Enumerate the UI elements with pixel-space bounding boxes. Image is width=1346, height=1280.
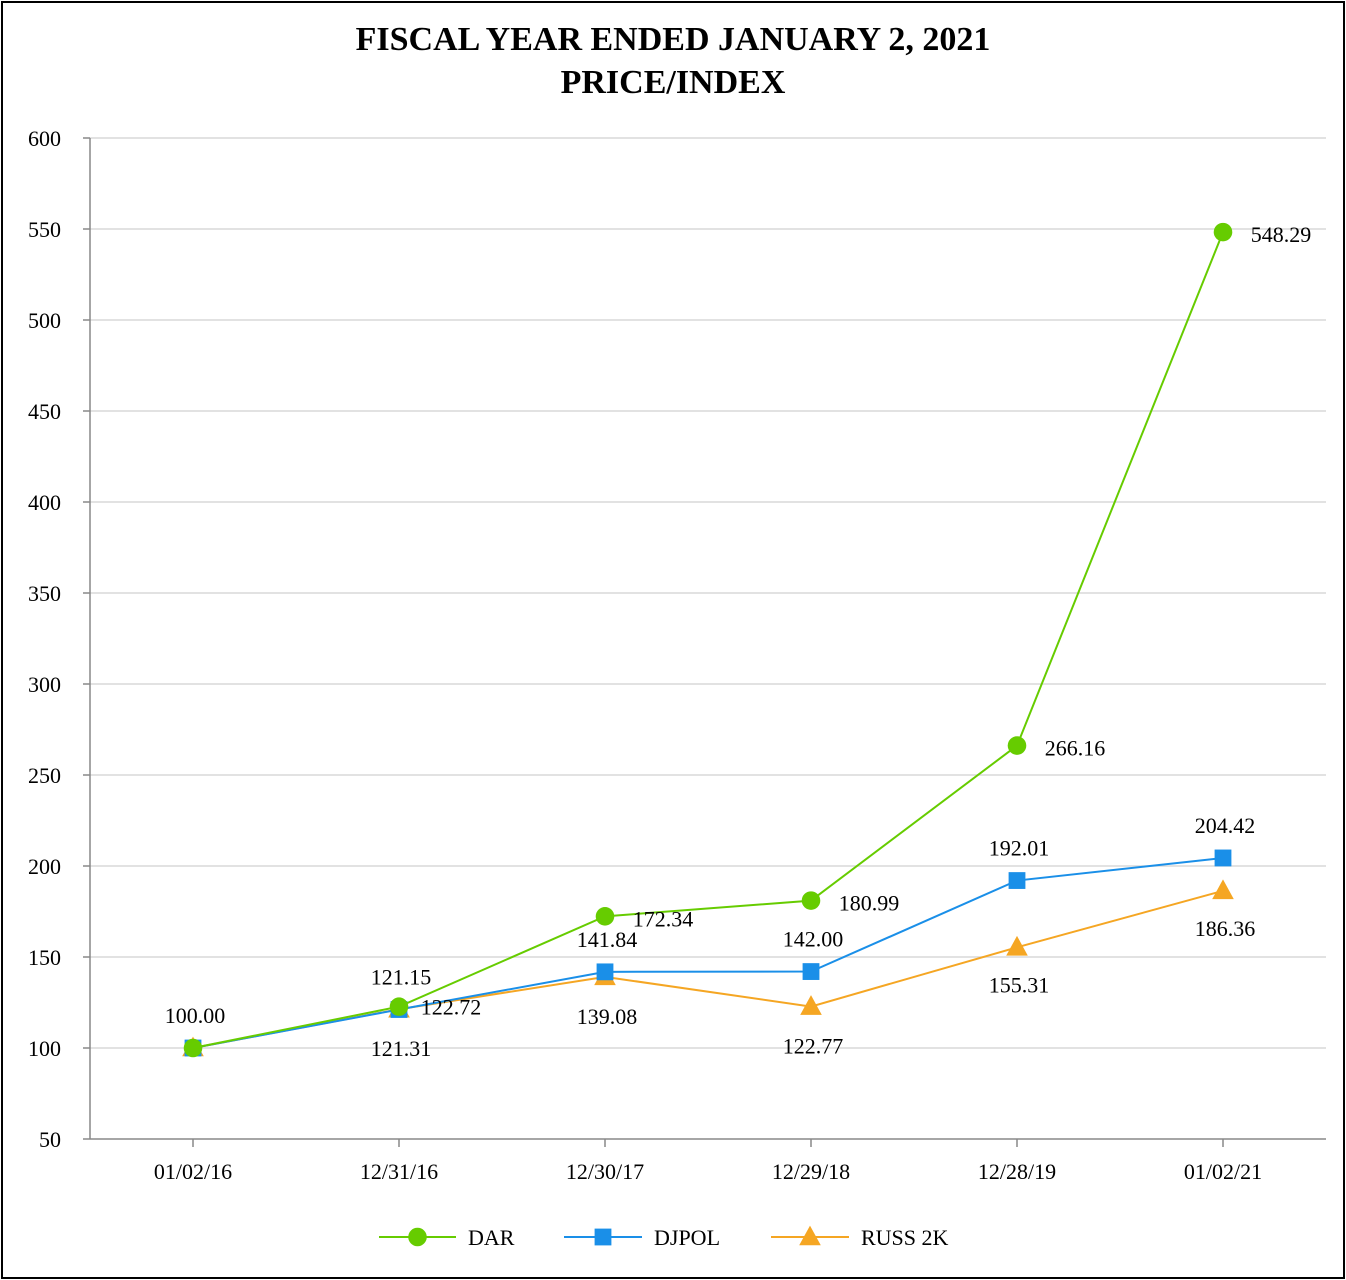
point-dar-3 [801, 891, 821, 910]
y-tick-label-500: 500 [28, 308, 61, 333]
point-dar-0 [183, 1038, 203, 1058]
data-label-dar-1: 122.72 [421, 995, 482, 1020]
grid [90, 137, 1326, 1049]
data-labels: 122.72 172.34 180.99 266.16 548.29 100.00 121.… [165, 222, 1312, 1061]
series-line-dar [192, 231, 1224, 1049]
data-label-dar-3: 180.99 [839, 891, 900, 916]
point-russ-2k-5 [1212, 879, 1234, 900]
data-label-dar-5: 548.29 [1251, 222, 1312, 247]
data-label-russ-2k-5: 186.36 [1195, 916, 1256, 941]
data-label-dar-4: 266.16 [1045, 736, 1106, 761]
data-label-russ-2k-4: 155.31 [989, 972, 1050, 997]
series-line-russ-2k [192, 889, 1224, 1049]
y-tick-label-250: 250 [28, 763, 61, 788]
series [182, 222, 1234, 1058]
series-line-djpol [192, 856, 1224, 1049]
data-label-djpol-3: 142.00 [783, 927, 844, 952]
y-tick-label-350: 350 [28, 581, 61, 606]
point-djpol-3 [802, 963, 820, 980]
point-djpol-4 [1008, 872, 1026, 889]
y-tick-label-50: 50 [39, 1127, 61, 1152]
x-tick-label-1: 12/31/16 [360, 1159, 438, 1184]
data-label-djpol-5: 204.42 [1195, 813, 1256, 838]
data-label-dar-2: 172.34 [633, 906, 694, 931]
data-label-djpol-4: 192.01 [989, 836, 1050, 861]
point-russ-2k-4 [1006, 935, 1028, 956]
point-dar-2 [595, 907, 615, 926]
y-tick-label-150: 150 [28, 945, 61, 970]
x-tick-label-3: 12/29/18 [772, 1159, 850, 1184]
legend-label-djpol: DJPOL [654, 1225, 720, 1250]
y-tick-label-450: 450 [28, 399, 61, 424]
x-tick-label-5: 01/02/21 [1184, 1159, 1262, 1184]
point-dar-1 [389, 997, 409, 1016]
legend-marker-dar [408, 1227, 427, 1247]
point-djpol-2 [596, 963, 614, 981]
x-tick-label-4: 12/28/19 [978, 1159, 1056, 1184]
data-label-djpol-2: 141.84 [577, 927, 638, 952]
y-tick-label-200: 200 [28, 854, 61, 879]
data-label-russ-2k-2: 139.08 [577, 1004, 638, 1029]
y-tick-label-550: 550 [28, 217, 61, 242]
point-dar-5 [1213, 222, 1233, 242]
point-djpol-5 [1214, 849, 1232, 867]
legend-marker-russ-2k [799, 1225, 821, 1246]
legend: DAR DJPOL RUSS 2K [379, 1225, 949, 1250]
chart-title: FISCAL YEAR ENDED JANUARY 2, 2021 [356, 21, 991, 58]
y-tick-label-600: 600 [28, 126, 61, 151]
point-dar-4 [1007, 736, 1027, 755]
legend-label-russ-2k: RUSS 2K [861, 1225, 949, 1250]
x-tick-label-2: 12/30/17 [566, 1159, 644, 1184]
y-tick-label-300: 300 [28, 672, 61, 697]
legend-label-dar: DAR [468, 1225, 515, 1250]
data-label-djpol-0: 100.00 [165, 1003, 226, 1028]
y-tick-label-100: 100 [28, 1036, 61, 1061]
chart-subtitle: PRICE/INDEX [561, 64, 786, 101]
point-russ-2k-3 [800, 995, 822, 1015]
axes: 50 100 150 200 250 300 350 400 450 500 550 600 01/02… [28, 126, 1326, 1184]
data-label-djpol-1: 121.15 [371, 965, 432, 990]
legend-marker-djpol [594, 1228, 612, 1246]
data-label-russ-2k-3: 122.77 [783, 1034, 844, 1059]
data-label-russ-2k-1: 121.31 [371, 1036, 432, 1061]
x-tick-label-0: 01/02/16 [154, 1159, 232, 1184]
y-tick-label-400: 400 [28, 490, 61, 515]
